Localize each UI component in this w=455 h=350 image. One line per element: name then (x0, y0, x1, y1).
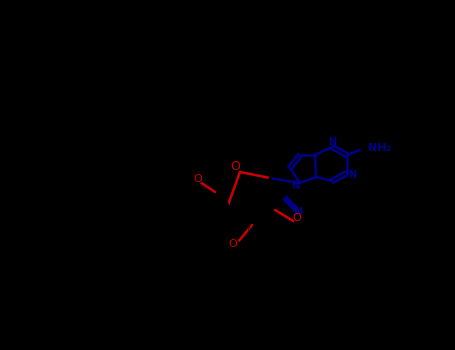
Text: N: N (294, 207, 303, 217)
Text: •: • (242, 223, 247, 231)
Text: N: N (348, 170, 356, 180)
Text: N: N (291, 181, 299, 191)
Text: O: O (228, 239, 238, 249)
Text: O: O (293, 213, 301, 223)
Text: O: O (230, 161, 240, 174)
Text: O: O (194, 174, 202, 184)
Text: N: N (328, 137, 336, 147)
Text: /: / (248, 223, 251, 232)
Text: NH₂: NH₂ (368, 143, 391, 153)
